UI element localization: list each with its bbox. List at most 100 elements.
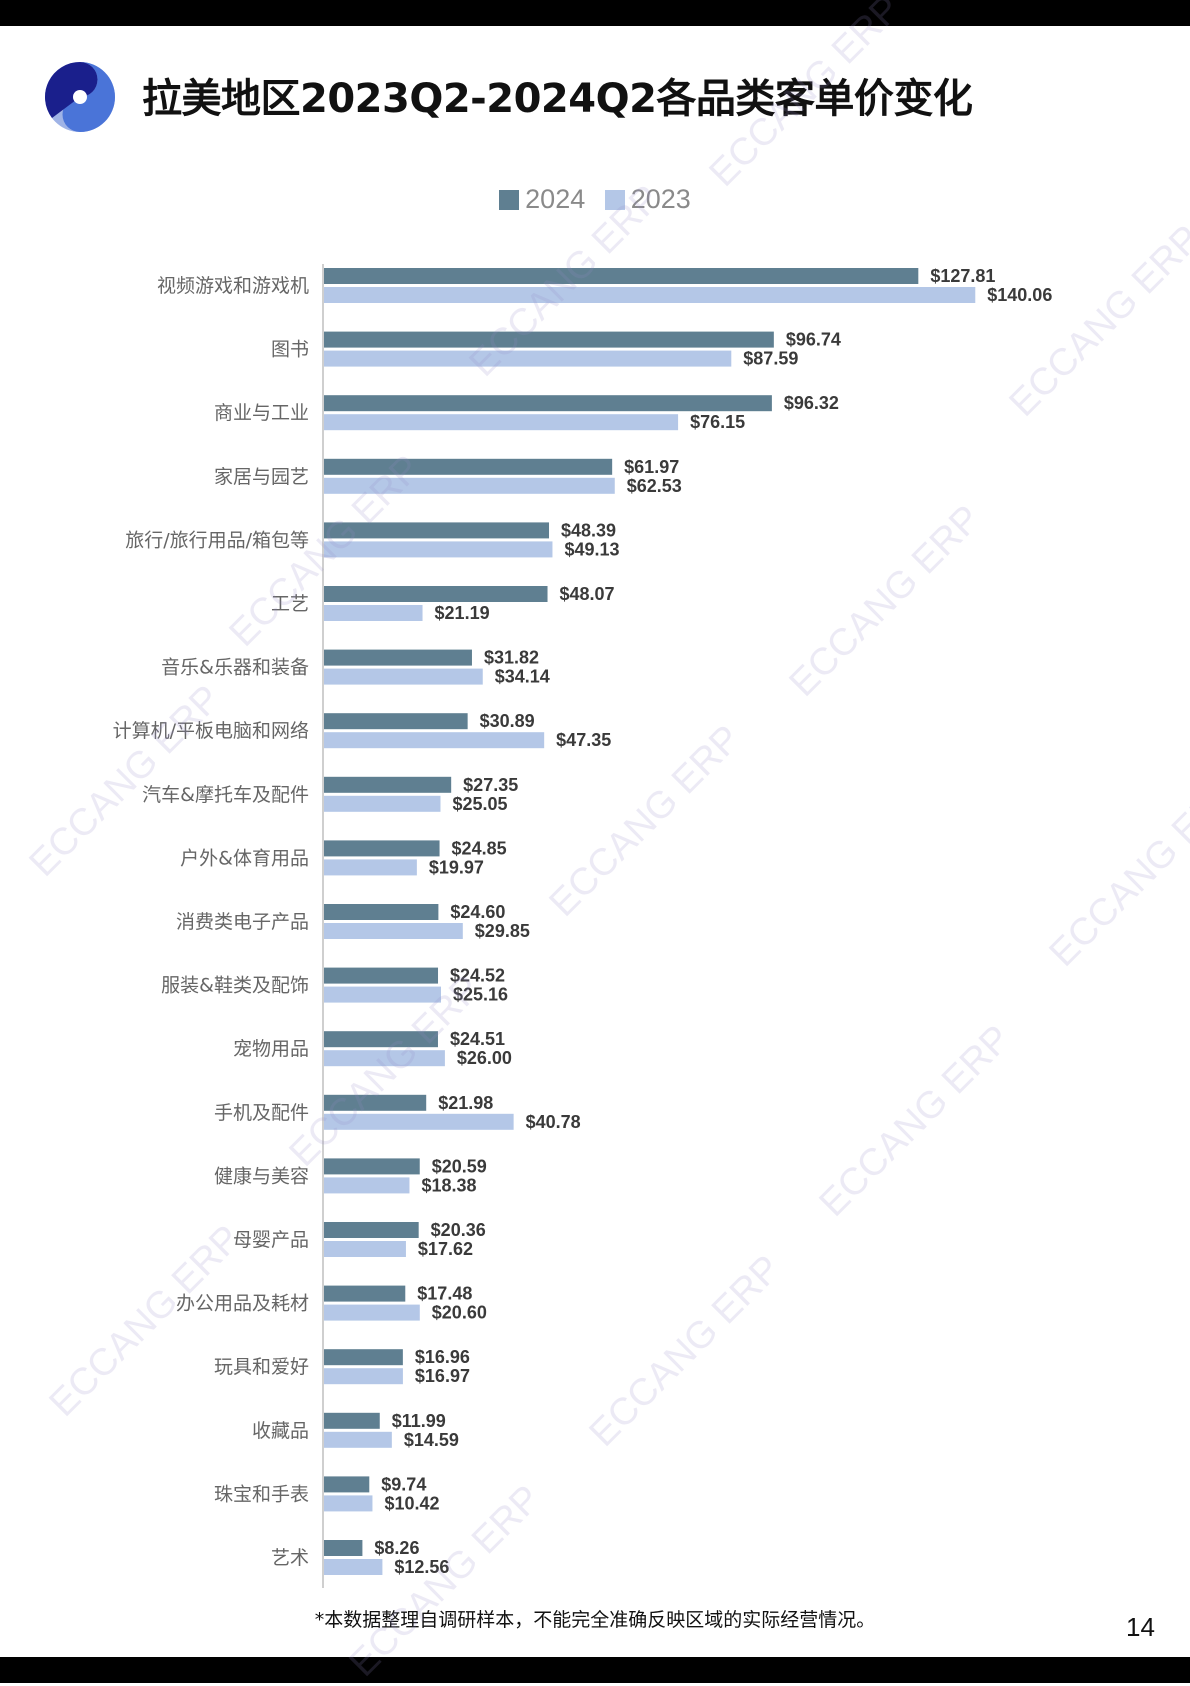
page-number: 14 [1126,1612,1155,1642]
data-label-2023: $87.59 [743,349,798,369]
bar-2023 [324,668,483,685]
bar-2023 [324,1050,445,1067]
category-label: 图书 [271,339,309,361]
category-label: 艺术 [271,1547,309,1569]
category-label: 珠宝和手表 [214,1483,309,1505]
legend-label-2023: 2023 [630,184,691,214]
data-label-2024: $48.07 [560,584,615,604]
bar-2023 [324,605,423,621]
category-label: 商业与工业 [214,402,309,424]
bar-2024 [324,649,472,666]
data-label-2023: $76.15 [690,412,745,432]
bar-2024 [324,1412,380,1429]
data-label-2023: $21.19 [435,603,490,623]
data-label-2024: $8.26 [374,1538,419,1558]
bar-2023 [324,795,441,812]
data-label-2024: $24.51 [450,1029,505,1049]
category-label: 户外&体育用品 [180,847,309,869]
category-label: 收藏品 [252,1420,309,1442]
footnote: *本数据整理自调研样本，不能完全准确反映区域的实际经营情况。 [314,1609,876,1631]
data-label-2023: $34.14 [495,667,550,687]
bar-2024 [324,776,452,793]
bar-2024 [324,1222,419,1238]
data-label-2023: $47.35 [556,730,611,750]
chart-legend: 2024 2023 [0,184,1190,217]
data-label-2024: $127.81 [930,266,995,286]
category-label: 母婴产品 [233,1229,309,1251]
data-label-2023: $12.56 [394,1557,449,1577]
legend-item-2023: 2023 [604,184,691,215]
data-label-2023: $26.00 [457,1048,512,1068]
data-label-2024: $96.32 [784,393,839,413]
bar-2023 [324,1431,392,1448]
data-label-2024: $31.82 [484,648,539,668]
category-label: 消费类电子产品 [176,911,309,933]
data-label-2023: $40.78 [526,1112,581,1132]
top-black-band [0,0,1190,26]
category-label: 办公用品及耗材 [176,1293,309,1315]
legend-item-2024: 2024 [499,184,585,215]
data-label-2024: $27.35 [463,775,518,795]
category-label: 健康与美容 [214,1165,309,1187]
category-label: 服装&鞋类及配饰 [161,975,309,997]
category-label: 手机及配件 [214,1102,309,1124]
data-label-2024: $24.85 [452,838,507,858]
data-label-2023: $140.06 [987,285,1052,305]
legend-swatch-2024 [499,189,520,210]
data-label-2024: $11.99 [392,1411,446,1431]
data-label-2024: $30.89 [480,711,535,731]
bar-2023 [324,350,732,367]
category-label: 视频游戏和游戏机 [157,275,309,297]
bar-2023 [324,1113,514,1130]
data-label-2024: $9.74 [381,1474,426,1494]
bar-2023 [324,1241,406,1257]
bar-2024 [324,1476,370,1493]
brand-logo-icon [45,62,115,132]
bar-2024 [324,1349,403,1366]
bar-2024 [324,713,468,730]
data-label-2024: $61.97 [624,457,679,477]
bar-2024 [324,1540,363,1556]
data-label-2023: $17.62 [418,1239,473,1259]
data-label-2023: $20.60 [432,1303,487,1323]
data-label-2023: $19.97 [429,857,484,877]
bar-2024 [324,840,440,857]
data-label-2023: $29.85 [475,921,530,941]
bar-2024 [324,967,439,984]
data-label-2023: $25.16 [453,985,508,1005]
data-label-2023: $10.42 [384,1493,439,1513]
bar-2023 [324,986,441,1003]
category-label: 玩具和爱好 [214,1356,309,1378]
data-label-2023: $16.97 [415,1366,470,1386]
bar-2023 [324,477,615,494]
data-label-2024: $20.59 [432,1156,487,1176]
bar-2024 [324,586,548,602]
bar-2023 [324,859,417,876]
bar-2023 [324,287,976,303]
data-label-2024: $16.96 [415,1347,470,1367]
data-label-2024: $96.74 [786,330,841,350]
data-label-2024: $17.48 [417,1284,472,1304]
data-label-2023: $25.05 [452,794,507,814]
data-label-2024: $21.98 [438,1093,493,1113]
category-label: 汽车&摩托车及配件 [142,784,309,806]
page-title: 拉美地区2023Q2-2024Q2各品类客单价变化 [142,76,973,122]
category-label: 计算机/平板电脑和网络 [113,720,309,742]
bar-2024 [324,904,439,920]
bar-2024 [324,458,613,475]
legend-label-2024: 2024 [525,184,586,214]
bar-2023 [324,1304,420,1321]
bar-2024 [324,395,772,412]
bottom-black-band [0,1657,1190,1683]
bar-2023 [324,1368,403,1385]
bar-2024 [324,331,774,348]
bar-2024 [324,1031,438,1048]
data-label-2023: $49.13 [564,539,619,559]
category-label: 家居与园艺 [214,466,309,488]
bar-2024 [324,268,919,284]
bar-2023 [324,923,463,939]
bar-2024 [324,1158,420,1175]
data-label-2023: $18.38 [421,1175,476,1195]
data-label-2024: $24.52 [450,966,505,986]
